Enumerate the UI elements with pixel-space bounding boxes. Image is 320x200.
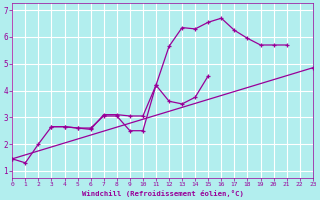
X-axis label: Windchill (Refroidissement éolien,°C): Windchill (Refroidissement éolien,°C) [82, 190, 244, 197]
